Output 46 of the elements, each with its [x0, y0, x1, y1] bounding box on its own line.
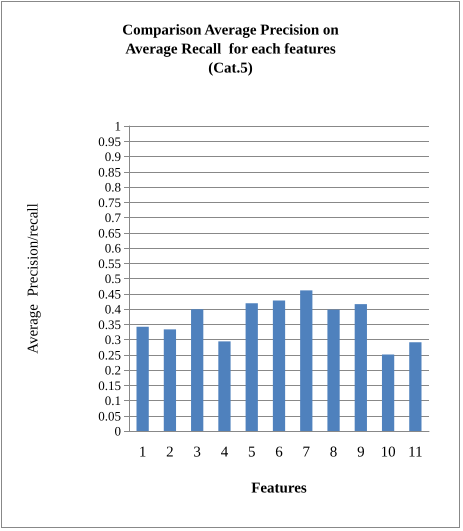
x-tick-label: 10	[380, 444, 396, 460]
bar	[272, 300, 286, 431]
y-tick-label: 0.8	[104, 180, 121, 194]
y-axis-title: Average Precision/recall	[26, 203, 42, 354]
y-tick-label: 0	[114, 424, 121, 438]
y-tick-label: 0.9	[104, 149, 121, 164]
y-tick-label: 1	[114, 118, 121, 134]
y-tick-label: 0.65	[98, 225, 121, 240]
y-tick-label: 0.4	[104, 302, 122, 316]
bar	[327, 310, 340, 431]
bar	[382, 354, 394, 431]
x-tick-label: 4	[220, 444, 229, 460]
y-tick-label: 0.3	[104, 332, 121, 347]
y-tick-label: 0.05	[98, 408, 121, 424]
x-tick-label: 7	[302, 444, 311, 460]
y-tick-label: 0.55	[98, 256, 121, 271]
x-tick-label: 8	[330, 444, 338, 460]
bar	[164, 329, 176, 431]
y-tick-label: 0.7	[104, 210, 122, 225]
y-tick-label: 0.85	[98, 164, 121, 180]
y-tick-label: 0.45	[98, 286, 121, 302]
y-tick-label: 0.1	[104, 393, 121, 408]
y-tick-label: 0.15	[98, 378, 121, 393]
bar	[218, 341, 231, 431]
y-tick-label: 0.2	[104, 362, 121, 378]
x-tick-label: 9	[357, 444, 365, 460]
x-tick-label: 3	[193, 444, 201, 460]
bar	[191, 309, 204, 431]
bar	[300, 290, 312, 431]
x-tick-label: 11	[408, 444, 423, 460]
y-tick-label: 0.6	[104, 240, 122, 256]
bar	[354, 304, 367, 431]
x-tick-label: 5	[248, 444, 256, 460]
bar	[246, 303, 258, 431]
x-axis-title: Features	[251, 480, 307, 496]
y-tick-label: 0.35	[98, 316, 121, 332]
y-tick-label: 0.95	[98, 134, 121, 149]
x-tick-label: 6	[275, 444, 284, 460]
y-tick-label: 0.25	[98, 347, 121, 362]
y-tick-label: 0.75	[98, 194, 121, 210]
x-tick-label: 1	[138, 444, 146, 460]
chart-title: Comparison Average Precision on Average Recall for each features (Cat.5)	[122, 22, 340, 76]
bar	[136, 326, 149, 431]
x-tick-label: 2	[166, 444, 174, 460]
bar	[409, 342, 422, 431]
y-tick-label: 0.5	[104, 271, 121, 286]
